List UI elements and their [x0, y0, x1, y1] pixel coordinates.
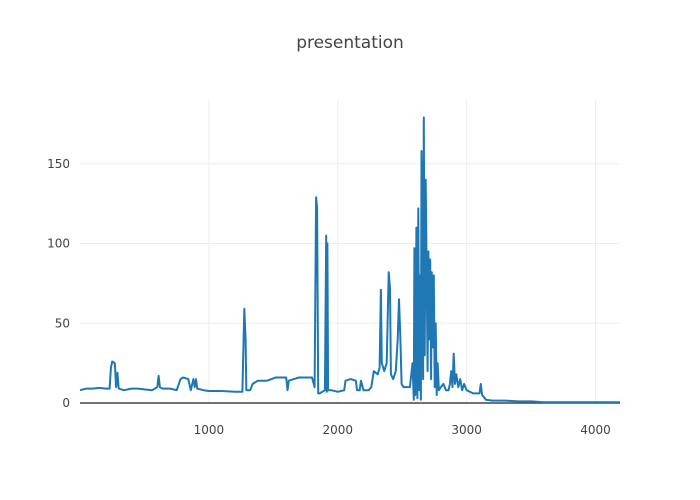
y-tick-label: 50 [55, 316, 70, 330]
x-tick-label: 3000 [451, 423, 482, 437]
axes: 1000 2000 3000 4000 0 50 100 150 [47, 157, 620, 437]
grid [80, 100, 620, 403]
x-tick-label: 2000 [322, 423, 353, 437]
x-tick-label: 4000 [580, 423, 611, 437]
y-tick-label: 0 [62, 396, 70, 410]
series-layer [79, 116, 620, 404]
y-tick-label: 150 [47, 157, 70, 171]
chart-title: presentation [296, 33, 404, 53]
y-tick-label: 100 [47, 237, 70, 251]
series-line-0 [79, 116, 620, 404]
x-tick-label: 1000 [194, 423, 225, 437]
